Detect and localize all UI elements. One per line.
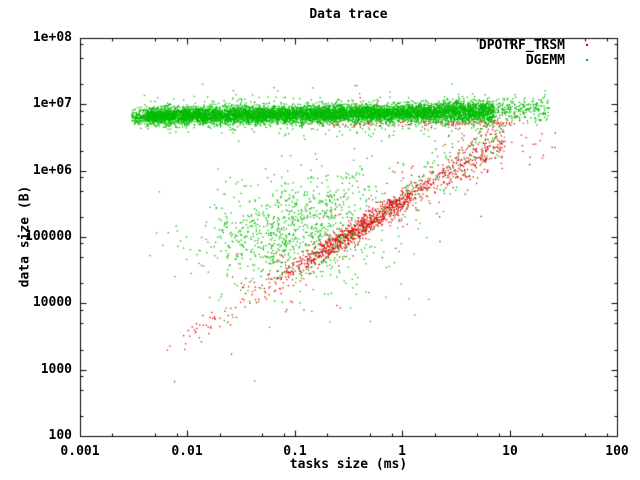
x-tick-label: 1 bbox=[398, 444, 406, 459]
y-tick-label: 1e+08 bbox=[32, 30, 72, 45]
legend-label-dgemm: DGEMM bbox=[525, 53, 565, 68]
y-tick-label: 1e+06 bbox=[32, 163, 72, 178]
legend-sample-dgemm bbox=[565, 53, 610, 68]
legend-sample-dpotrf-trsm bbox=[565, 38, 610, 53]
y-tick-label: 1000 bbox=[40, 362, 72, 377]
y-tick-label: 10000 bbox=[32, 295, 72, 310]
x-tick-label: 100 bbox=[605, 444, 629, 459]
chart-title: Data trace bbox=[309, 7, 388, 22]
x-tick-label: 0.01 bbox=[171, 444, 203, 459]
legend-marker-dot-0 bbox=[586, 44, 588, 46]
y-tick-label: 1e+07 bbox=[32, 96, 72, 111]
legend-row-dpotrf-trsm: DPOTRF_TRSM bbox=[420, 38, 610, 53]
legend-marker-dot-1 bbox=[586, 59, 588, 61]
y-tick-label: 100 bbox=[48, 428, 72, 443]
legend-row-dgemm: DGEMM bbox=[420, 53, 610, 68]
x-tick-label: 0.001 bbox=[60, 444, 100, 459]
legend-label-dpotrf-trsm: DPOTRF_TRSM bbox=[478, 38, 565, 53]
y-tick-label: 100000 bbox=[25, 229, 72, 244]
x-tick-label: 10 bbox=[502, 444, 518, 459]
legend: DPOTRF_TRSM DGEMM bbox=[420, 38, 610, 68]
x-axis-label: tasks size (ms) bbox=[289, 457, 408, 472]
x-tick-label: 0.1 bbox=[283, 444, 307, 459]
